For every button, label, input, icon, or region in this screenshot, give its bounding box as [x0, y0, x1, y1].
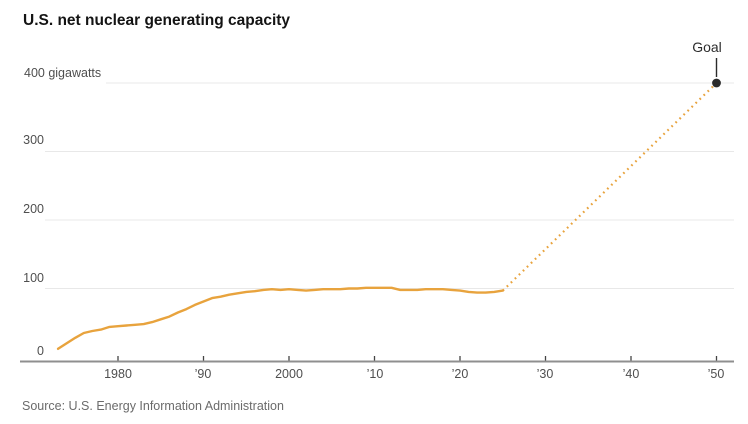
historical-capacity-line	[56, 286, 504, 350]
x-axis-label-1980: 1980	[104, 367, 132, 381]
goal-marker-dot	[712, 78, 721, 88]
x-axis-label-1990: ’90	[194, 367, 212, 381]
y-axis-label-400-gigawatts: 400 gigawatts	[24, 66, 102, 80]
y-axis-label-200: 200	[23, 202, 44, 216]
y-axis-label-0: 0	[37, 344, 44, 358]
x-axis-label-2030: ’30	[536, 367, 554, 381]
x-axis-label-2020: ’20	[451, 367, 469, 381]
source-note: Source: U.S. Energy Information Administ…	[22, 399, 284, 413]
x-axis-label-2050: ’50	[707, 367, 725, 381]
goal-annotation-label: Goal	[692, 39, 722, 55]
goal-projection-line	[502, 82, 718, 292]
chart-title: U.S. net nuclear generating capacity	[23, 12, 291, 29]
x-axis-label-2010: ’10	[366, 367, 384, 381]
y-axis-label-100: 100	[23, 271, 44, 285]
x-axis-label-2040: ’40	[622, 367, 640, 381]
y-axis-label-300: 300	[23, 133, 44, 147]
x-axis-label-2000: 2000	[275, 367, 303, 381]
